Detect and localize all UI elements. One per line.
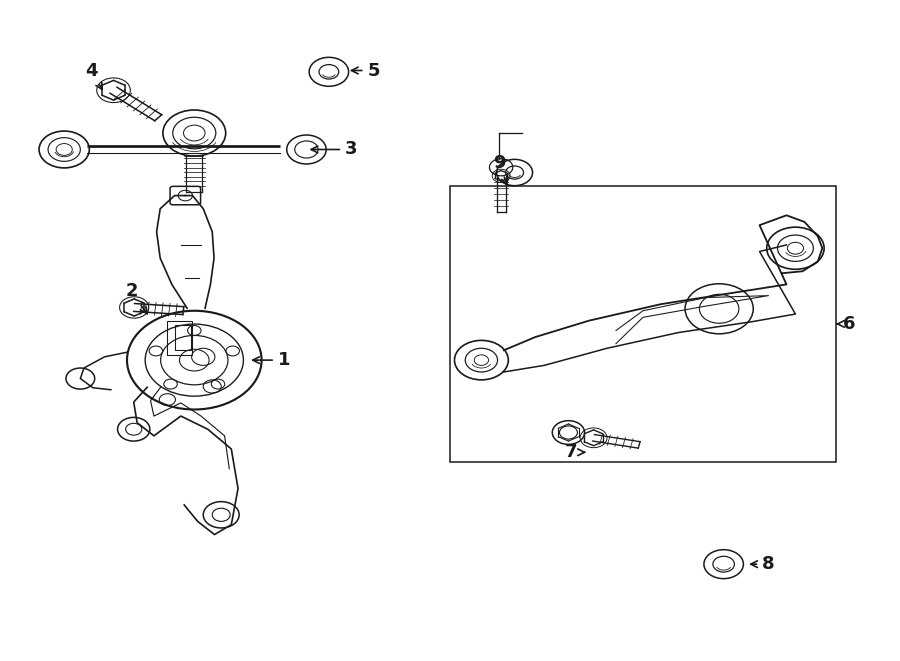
Bar bbox=[450, 186, 836, 462]
Bar bbox=[175, 325, 191, 350]
Text: 3: 3 bbox=[311, 141, 357, 159]
Text: 7: 7 bbox=[565, 444, 584, 461]
Text: 4: 4 bbox=[85, 61, 103, 89]
Text: 2: 2 bbox=[125, 282, 147, 313]
Text: 5: 5 bbox=[352, 61, 380, 79]
Text: 8: 8 bbox=[751, 555, 775, 573]
Text: 9: 9 bbox=[493, 153, 508, 184]
Bar bbox=[167, 321, 193, 355]
Text: 6: 6 bbox=[837, 315, 856, 333]
Text: 1: 1 bbox=[253, 351, 291, 369]
